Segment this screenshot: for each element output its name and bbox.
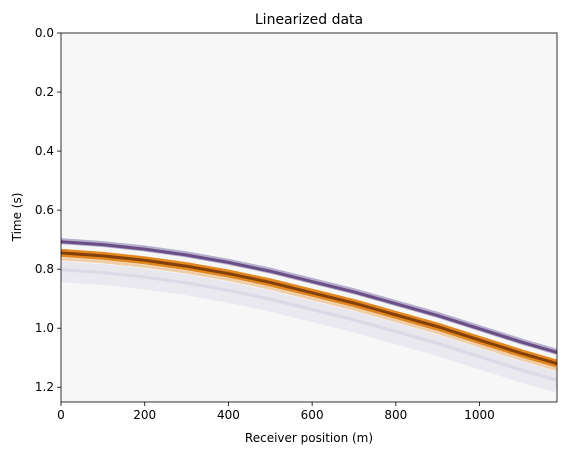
y-tick-label: 0.0 (35, 26, 54, 40)
x-tick-label: 400 (217, 408, 240, 422)
event-band-0 (61, 268, 557, 393)
x-tick-label: 1000 (464, 408, 495, 422)
y-tick-label: 0.4 (35, 144, 54, 158)
x-axis: 0 200 400 600 800 1000 (57, 402, 495, 422)
y-axis-label: Time (s) (10, 193, 24, 243)
y-tick-label: 0.8 (35, 262, 54, 276)
x-tick-label: 600 (301, 408, 324, 422)
y-axis: 0.0 0.2 0.4 0.6 0.8 1.0 1.2 (35, 26, 61, 394)
event-band-1 (61, 261, 557, 382)
x-tick-label: 800 (384, 408, 407, 422)
y-tick-label: 0.6 (35, 203, 54, 217)
x-axis-label: Receiver position (m) (245, 431, 373, 445)
event-band-3 (61, 240, 557, 354)
chart-title: Linearized data (255, 12, 363, 28)
x-tick-label: 200 (133, 408, 156, 422)
seismic-image (61, 238, 557, 393)
y-tick-label: 0.2 (35, 85, 54, 99)
x-tick-label: 0 (57, 408, 65, 422)
event-band-6 (61, 251, 557, 366)
y-tick-label: 1.2 (35, 380, 54, 394)
plot-frame (60, 32, 558, 403)
y-tick-label: 1.0 (35, 321, 54, 335)
event-band-4 (61, 257, 557, 371)
